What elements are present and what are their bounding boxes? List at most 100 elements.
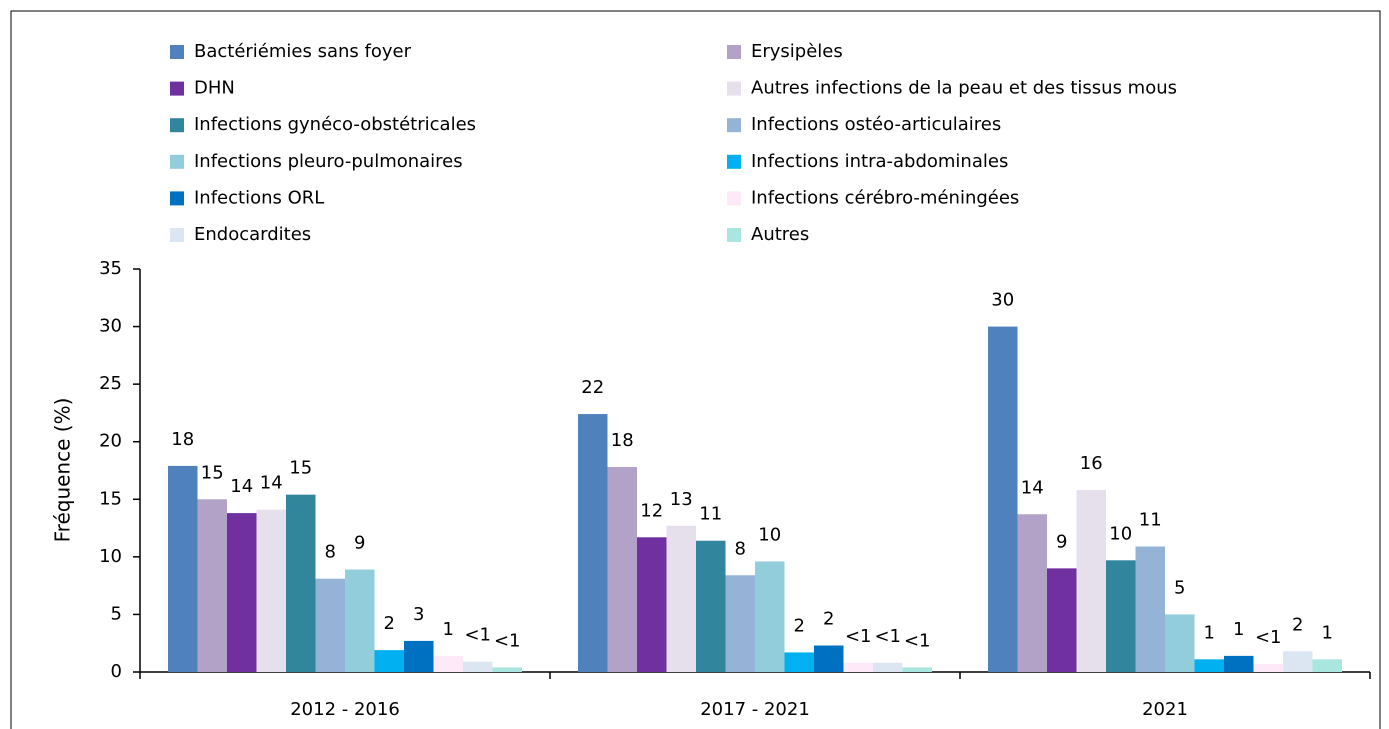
bar-value-label: <1 (874, 626, 901, 647)
bar-value-label: 18 (171, 429, 194, 450)
x-tick-label: 2021 (1142, 699, 1188, 720)
legend-swatch (727, 228, 741, 242)
bar (725, 575, 755, 672)
bar-value-label: 2 (384, 613, 395, 634)
bar-value-label: 5 (1174, 577, 1185, 598)
bar-value-label: 8 (325, 542, 336, 563)
bar (227, 513, 257, 672)
bar (666, 525, 696, 672)
legend-label: Autres infections de la peau et des tiss… (751, 78, 1177, 99)
bar (1224, 655, 1254, 672)
legend-label: DHN (194, 78, 235, 99)
legend-swatch (170, 191, 184, 206)
bar-value-label: 14 (260, 473, 283, 494)
legend-label: Erysipèles (751, 41, 843, 62)
bar (1076, 490, 1106, 672)
bar (1017, 514, 1047, 672)
bar-value-label: 1 (1233, 619, 1244, 640)
legend-label: Infections cérébro-méningées (751, 187, 1019, 208)
bar (168, 465, 198, 672)
bar-value-label: 22 (581, 377, 604, 398)
legend-label: Infections ORL (194, 187, 324, 208)
legend-label: Infections intra-abdominales (751, 151, 1008, 172)
y-tick-label: 25 (99, 373, 122, 394)
bar (902, 667, 932, 672)
bar-value-label: 13 (670, 489, 693, 510)
bar-value-label: 1 (443, 619, 454, 640)
y-axis-label: Fréquence (%) (51, 398, 75, 543)
bar (1106, 560, 1136, 672)
bar-value-label: 10 (758, 524, 781, 545)
bar-value-label: 2 (1292, 614, 1303, 635)
legend-label: Bactériémies sans foyer (194, 41, 412, 62)
bar (696, 540, 726, 672)
bar-value-label: 11 (699, 504, 722, 525)
frame (10, 10, 1381, 729)
bar (1135, 546, 1165, 672)
y-tick-label: 10 (99, 546, 122, 567)
legend-swatch (170, 228, 184, 242)
bar (1312, 659, 1342, 672)
legend-label: Endocardites (194, 224, 311, 245)
bar-value-label: 15 (201, 462, 224, 483)
bar-value-label: 1 (1322, 622, 1333, 643)
bar (197, 499, 227, 672)
legend-swatch (727, 154, 741, 169)
legend-swatch (170, 81, 184, 96)
bar-value-label: 15 (289, 458, 312, 479)
bar (637, 537, 667, 672)
y-tick-label: 20 (99, 431, 122, 452)
bar-value-label: 10 (1109, 523, 1132, 544)
legend-swatch (170, 154, 184, 169)
bar-value-label: 11 (1139, 509, 1162, 530)
bar (256, 509, 286, 672)
bar (463, 661, 493, 672)
bar (814, 645, 844, 672)
y-tick-label: 30 (99, 316, 122, 337)
bar (784, 652, 814, 672)
bar (492, 667, 522, 672)
bar (843, 662, 873, 672)
legend-label: Infections ostéo-articulaires (751, 114, 1001, 135)
legend-swatch (170, 118, 184, 133)
bar-value-label: 9 (1056, 531, 1067, 552)
legend-swatch (727, 191, 741, 206)
y-tick-label: 0 (111, 661, 122, 682)
bar (1165, 614, 1195, 672)
bar (873, 662, 903, 672)
bar (1047, 568, 1077, 672)
bar-value-label: 1 (1204, 622, 1215, 643)
legend-swatch (727, 45, 741, 59)
legend-label: Infections pleuro-pulmonaires (194, 151, 463, 172)
bar (1253, 663, 1283, 672)
bar (345, 569, 375, 672)
legend-swatch (170, 45, 184, 59)
bar-value-label: <1 (494, 630, 521, 651)
legend-label: Infections gynéco-obstétricales (194, 114, 476, 135)
bar (988, 326, 1018, 672)
bar-value-label: <1 (1255, 627, 1282, 648)
bar-value-label: 18 (611, 430, 634, 451)
y-tick-label: 35 (99, 258, 122, 279)
bar-value-label: <1 (845, 626, 872, 647)
bar-value-label: 8 (735, 538, 746, 559)
x-tick-label: 2017 - 2021 (700, 699, 810, 720)
legend-swatch (727, 81, 741, 96)
bar (433, 655, 463, 672)
bar (374, 650, 404, 672)
bar (286, 494, 316, 672)
x-tick-label: 2012 - 2016 (290, 699, 400, 720)
bar-value-label: 2 (823, 609, 834, 630)
bar (755, 561, 785, 672)
legend-swatch (727, 118, 741, 133)
bar-value-label: 12 (640, 500, 663, 521)
bar-value-label: 30 (991, 290, 1014, 311)
legend-label: Autres (751, 224, 809, 245)
bar-value-label: 14 (1021, 477, 1044, 498)
bar-value-label: 14 (230, 476, 253, 497)
y-tick-label: 15 (99, 488, 122, 509)
y-tick-label: 5 (111, 603, 122, 624)
bar (607, 467, 637, 672)
bar (404, 640, 434, 672)
bar-value-label: 9 (354, 533, 365, 554)
